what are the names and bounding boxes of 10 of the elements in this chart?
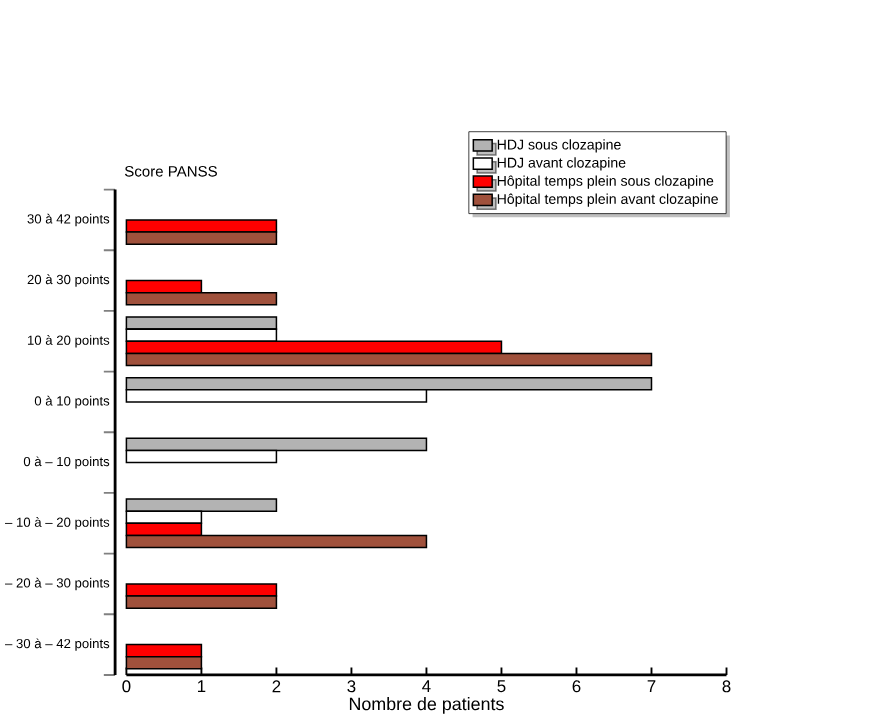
x-tick-label: 4 [422,679,431,692]
x-tick-label: 7 [647,679,656,692]
x-tick-label: 5 [497,679,506,692]
x-tick-label: 2 [272,679,281,692]
x-tick-label: 3 [347,679,356,692]
x-tick-label: 0 [122,679,131,692]
x-axis-title: Nombre de patients [349,696,504,714]
x-tick-label: 1 [197,679,206,692]
x-tick-label: 8 [722,679,731,692]
x-tick-label: 6 [572,679,581,692]
